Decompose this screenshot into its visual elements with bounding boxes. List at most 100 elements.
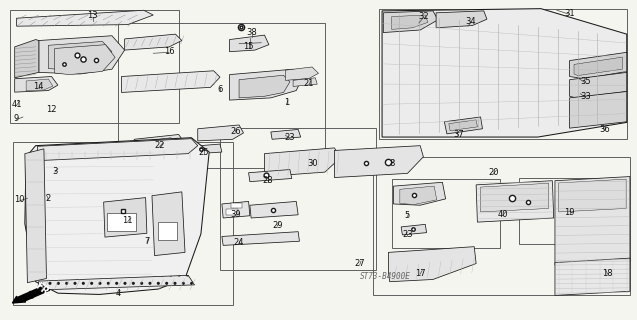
Text: 41: 41 bbox=[11, 100, 22, 109]
Polygon shape bbox=[436, 11, 487, 28]
Text: 37: 37 bbox=[453, 130, 464, 139]
Text: 38: 38 bbox=[247, 28, 257, 37]
Polygon shape bbox=[125, 34, 182, 50]
Polygon shape bbox=[476, 181, 554, 222]
Polygon shape bbox=[569, 52, 627, 79]
Polygon shape bbox=[271, 129, 301, 139]
Polygon shape bbox=[141, 138, 175, 152]
Text: 32: 32 bbox=[418, 12, 429, 21]
Text: 5: 5 bbox=[405, 211, 410, 220]
Text: 17: 17 bbox=[415, 268, 426, 278]
Polygon shape bbox=[293, 78, 317, 86]
Text: 9: 9 bbox=[14, 114, 19, 123]
Text: 10: 10 bbox=[15, 195, 25, 204]
Bar bbox=[373, 157, 630, 295]
Polygon shape bbox=[383, 11, 438, 33]
Text: 40: 40 bbox=[497, 210, 508, 219]
Text: 1: 1 bbox=[284, 98, 289, 107]
Bar bbox=[220, 128, 376, 270]
Text: 2: 2 bbox=[46, 194, 51, 203]
Text: 8: 8 bbox=[389, 159, 394, 168]
Polygon shape bbox=[392, 15, 428, 29]
Bar bbox=[225, 209, 238, 215]
Text: 7: 7 bbox=[144, 237, 150, 246]
Text: 22: 22 bbox=[154, 141, 165, 150]
Text: ST73-B4900E: ST73-B4900E bbox=[360, 272, 411, 281]
Polygon shape bbox=[26, 79, 53, 91]
Bar bbox=[118, 23, 325, 168]
Bar bbox=[519, 178, 624, 244]
Polygon shape bbox=[559, 179, 626, 212]
Bar bbox=[392, 179, 499, 248]
Polygon shape bbox=[17, 10, 154, 26]
Polygon shape bbox=[48, 42, 112, 70]
Polygon shape bbox=[25, 149, 47, 283]
Polygon shape bbox=[389, 247, 476, 282]
Text: 15: 15 bbox=[243, 42, 254, 52]
Text: 24: 24 bbox=[234, 238, 245, 247]
Text: 21: 21 bbox=[304, 79, 314, 88]
Polygon shape bbox=[15, 76, 58, 92]
Polygon shape bbox=[285, 67, 318, 80]
Text: 6: 6 bbox=[217, 85, 223, 94]
Bar bbox=[13, 142, 233, 305]
Polygon shape bbox=[152, 192, 185, 256]
Bar bbox=[231, 203, 242, 208]
Polygon shape bbox=[445, 117, 482, 134]
Polygon shape bbox=[394, 182, 446, 205]
Polygon shape bbox=[122, 71, 220, 92]
Polygon shape bbox=[555, 258, 630, 295]
Text: 29: 29 bbox=[272, 221, 282, 230]
Text: 34: 34 bbox=[466, 17, 476, 26]
Text: 28: 28 bbox=[262, 176, 273, 185]
Polygon shape bbox=[250, 201, 298, 218]
Text: 36: 36 bbox=[599, 125, 610, 134]
Polygon shape bbox=[264, 148, 341, 177]
Polygon shape bbox=[555, 177, 630, 265]
Text: 3: 3 bbox=[52, 167, 57, 176]
Bar bbox=[108, 213, 136, 231]
Text: 12: 12 bbox=[47, 105, 57, 114]
Bar bbox=[10, 10, 178, 123]
Polygon shape bbox=[449, 120, 477, 131]
Polygon shape bbox=[334, 146, 424, 178]
Polygon shape bbox=[222, 232, 299, 245]
Text: 30: 30 bbox=[307, 159, 317, 168]
Text: 35: 35 bbox=[580, 77, 590, 86]
Text: FR.: FR. bbox=[32, 281, 53, 300]
Bar bbox=[379, 9, 627, 139]
Text: 23: 23 bbox=[402, 230, 413, 239]
Polygon shape bbox=[188, 144, 222, 154]
Text: 25: 25 bbox=[199, 148, 210, 156]
Polygon shape bbox=[38, 275, 194, 290]
Text: 27: 27 bbox=[355, 259, 365, 268]
Polygon shape bbox=[382, 9, 627, 137]
Polygon shape bbox=[38, 139, 197, 161]
Text: 13: 13 bbox=[87, 11, 98, 20]
Text: 11: 11 bbox=[122, 216, 133, 225]
Polygon shape bbox=[229, 69, 303, 100]
Polygon shape bbox=[574, 57, 622, 76]
Text: 26: 26 bbox=[231, 127, 241, 136]
Text: 14: 14 bbox=[34, 82, 44, 91]
Text: 39: 39 bbox=[231, 210, 241, 219]
Polygon shape bbox=[401, 224, 427, 235]
Polygon shape bbox=[134, 134, 185, 152]
Polygon shape bbox=[222, 201, 250, 218]
Polygon shape bbox=[197, 125, 243, 141]
Text: 31: 31 bbox=[564, 9, 575, 18]
Text: 23: 23 bbox=[285, 133, 295, 142]
Text: 16: 16 bbox=[164, 47, 175, 56]
Polygon shape bbox=[55, 45, 115, 75]
Text: 33: 33 bbox=[580, 92, 591, 101]
Polygon shape bbox=[39, 36, 125, 74]
Polygon shape bbox=[104, 197, 147, 237]
Polygon shape bbox=[25, 138, 209, 294]
Polygon shape bbox=[229, 35, 269, 52]
Text: 20: 20 bbox=[488, 168, 499, 177]
Text: 4: 4 bbox=[116, 289, 121, 298]
Polygon shape bbox=[248, 170, 292, 182]
Polygon shape bbox=[239, 75, 290, 98]
Bar bbox=[159, 222, 177, 240]
Polygon shape bbox=[15, 40, 39, 78]
